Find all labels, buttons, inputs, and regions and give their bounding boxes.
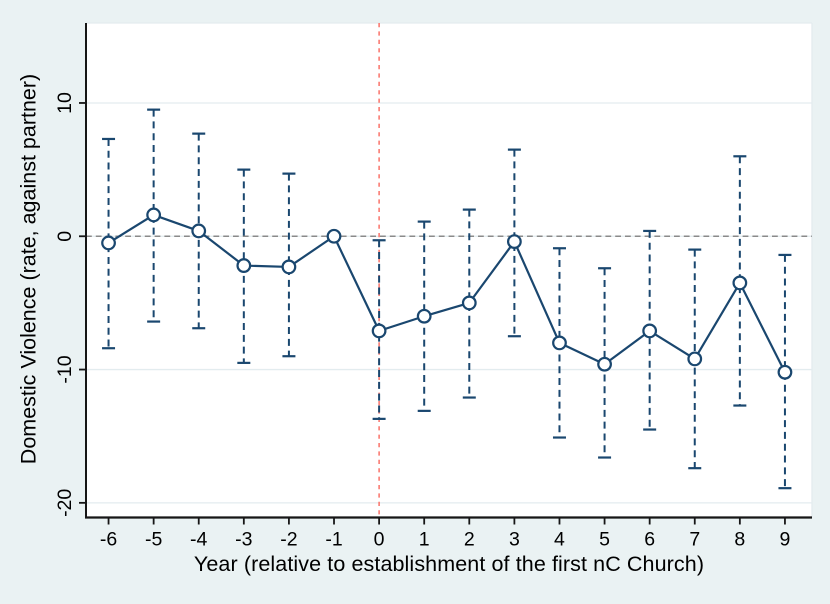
svg-text:1: 1 [419,529,430,551]
data-point-marker [191,223,207,239]
data-point-marker [461,295,477,311]
data-point-marker [236,258,252,273]
svg-text:3: 3 [509,529,520,551]
data-point-marker [642,323,658,339]
series-line [107,213,786,373]
svg-text:-1: -1 [325,529,342,551]
svg-text:8: 8 [734,529,745,551]
svg-text:6: 6 [644,529,655,551]
svg-text:2: 2 [464,529,475,551]
svg-text:10: 10 [54,92,76,114]
data-point-marker [552,335,567,351]
data-point-marker [597,356,612,372]
data-point-marker [281,259,297,275]
data-point-marker [506,234,522,249]
svg-text:9: 9 [780,529,791,551]
data-point-marker [326,228,342,244]
data-point-marker [371,323,387,339]
series-markers [101,207,793,380]
y-axis-title: Domestic Violence (rate, against partner… [16,73,41,465]
data-point-marker [732,275,748,291]
data-point-marker [101,235,116,251]
svg-text:-4: -4 [190,529,207,551]
data-point-marker [687,351,703,367]
svg-text:0: 0 [54,231,76,242]
svg-text:-2: -2 [280,529,297,551]
svg-text:-10: -10 [54,355,76,383]
y-tick-labels: 10 0 -10 -20 [54,92,76,517]
svg-text:5: 5 [599,529,610,551]
svg-text:0: 0 [374,529,385,551]
svg-text:4: 4 [554,529,565,551]
x-tick-labels: -6 -5 -4 -3 -2 -1 0 1 2 3 4 5 6 7 8 9 [100,529,790,551]
svg-text:-6: -6 [100,529,117,551]
svg-text:-5: -5 [145,529,162,551]
svg-text:-20: -20 [54,489,76,517]
data-point-marker [146,207,162,223]
plot-area-bg [86,23,812,518]
x-axis-title: Year (relative to establishment of the f… [193,552,705,576]
data-point-marker [416,308,432,324]
axes [85,23,812,519]
data-point-marker [777,364,793,380]
tick-marks [79,102,786,525]
svg-text:7: 7 [689,529,700,551]
svg-text:-3: -3 [235,529,252,551]
